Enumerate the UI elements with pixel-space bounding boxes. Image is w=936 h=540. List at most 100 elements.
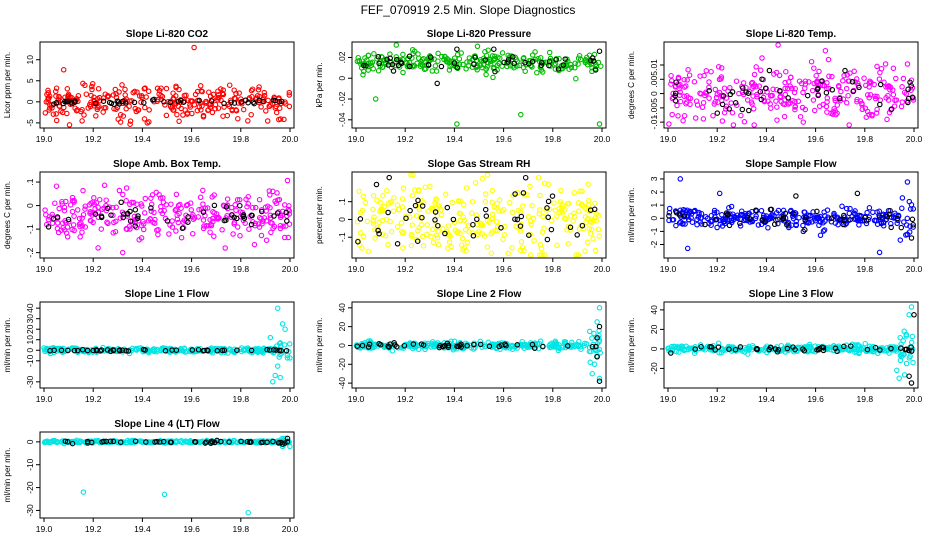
data-point bbox=[375, 54, 382, 60]
data-point bbox=[519, 203, 526, 209]
data-point bbox=[390, 68, 397, 74]
x-tick-label: 20.0 bbox=[282, 264, 299, 274]
outlier-point bbox=[589, 370, 595, 377]
data-point bbox=[89, 86, 95, 93]
data-point bbox=[420, 342, 427, 348]
data-point bbox=[46, 439, 52, 446]
data-point bbox=[143, 439, 149, 445]
outlier-point bbox=[911, 312, 917, 318]
data-point bbox=[841, 343, 847, 350]
data-point bbox=[360, 233, 367, 240]
data-point bbox=[224, 112, 231, 119]
data-point bbox=[733, 78, 740, 84]
data-point bbox=[221, 104, 227, 110]
y-tick-label: .1 bbox=[25, 178, 35, 185]
data-point bbox=[894, 215, 901, 222]
data-point bbox=[564, 343, 571, 349]
data-point bbox=[668, 72, 674, 79]
data-point bbox=[182, 438, 189, 444]
data-point bbox=[856, 349, 862, 356]
data-point bbox=[876, 76, 883, 82]
data-point bbox=[585, 181, 591, 187]
data-point bbox=[286, 92, 293, 98]
data-point bbox=[256, 84, 262, 90]
data-point bbox=[843, 85, 850, 92]
y-tick-label: 0 bbox=[337, 76, 347, 81]
data-point bbox=[72, 99, 78, 105]
y-tick-label: 0 bbox=[25, 439, 35, 444]
data-point bbox=[590, 236, 596, 242]
data-point bbox=[407, 207, 413, 214]
data-point bbox=[511, 60, 518, 67]
data-point bbox=[544, 205, 550, 211]
data-point bbox=[178, 205, 184, 211]
data-point bbox=[565, 241, 571, 247]
data-point bbox=[863, 220, 870, 227]
data-point bbox=[489, 53, 496, 59]
y-tick-label: 0 bbox=[649, 346, 659, 351]
data-point bbox=[888, 106, 895, 112]
data-point bbox=[551, 62, 558, 68]
data-point bbox=[53, 85, 60, 91]
data-point bbox=[484, 172, 491, 178]
data-point bbox=[767, 206, 774, 213]
data-point bbox=[417, 342, 423, 349]
data-point bbox=[847, 205, 853, 212]
data-point bbox=[751, 71, 758, 78]
data-point bbox=[132, 223, 138, 229]
data-point bbox=[708, 212, 715, 219]
data-point bbox=[148, 205, 154, 211]
y-axis-label: ml/min per min. bbox=[627, 188, 636, 243]
data-point bbox=[234, 215, 240, 222]
outlier-point bbox=[491, 46, 497, 52]
data-point bbox=[574, 232, 580, 238]
data-point bbox=[71, 213, 77, 219]
data-point bbox=[71, 347, 78, 354]
data-point bbox=[703, 68, 710, 74]
data-point bbox=[184, 201, 191, 208]
data-point bbox=[154, 227, 160, 233]
data-point bbox=[276, 116, 282, 123]
data-point bbox=[757, 67, 764, 74]
data-point bbox=[283, 223, 289, 229]
data-point bbox=[138, 99, 144, 105]
data-point bbox=[439, 53, 445, 60]
data-point bbox=[238, 438, 244, 445]
data-point bbox=[181, 92, 188, 99]
data-point bbox=[719, 101, 726, 108]
data-point bbox=[877, 101, 883, 108]
data-point bbox=[562, 56, 568, 62]
data-point bbox=[216, 215, 222, 221]
data-point bbox=[907, 206, 914, 212]
data-point bbox=[451, 338, 458, 345]
data-point bbox=[758, 207, 765, 214]
y-tick-label: 10 bbox=[25, 55, 35, 65]
data-point bbox=[553, 56, 559, 63]
data-point bbox=[117, 119, 124, 125]
data-point bbox=[142, 347, 148, 353]
data-point bbox=[233, 207, 239, 214]
data-point bbox=[283, 209, 289, 216]
data-point bbox=[789, 85, 795, 92]
data-point bbox=[109, 204, 116, 211]
data-point bbox=[666, 209, 673, 216]
data-point bbox=[419, 233, 426, 240]
x-tick-label: 20.0 bbox=[594, 134, 611, 144]
data-point bbox=[862, 340, 868, 347]
data-point bbox=[415, 228, 421, 234]
x-tick-label: 19.8 bbox=[545, 134, 562, 144]
data-point bbox=[683, 83, 689, 89]
x-tick-label: 19.0 bbox=[36, 394, 53, 404]
data-point bbox=[500, 236, 506, 243]
data-point bbox=[502, 341, 508, 348]
data-point bbox=[284, 218, 290, 224]
data-point bbox=[223, 217, 229, 223]
outlier-point bbox=[372, 96, 379, 102]
data-point bbox=[263, 237, 270, 244]
data-point bbox=[570, 218, 576, 224]
data-point bbox=[851, 210, 857, 216]
data-point bbox=[579, 222, 586, 229]
data-point bbox=[681, 213, 688, 219]
data-point bbox=[226, 82, 233, 88]
data-point bbox=[905, 86, 911, 93]
